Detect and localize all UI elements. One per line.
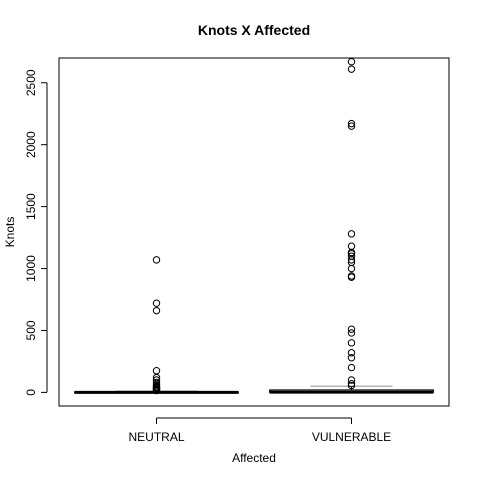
outlier-point: [347, 252, 356, 260]
outlier-point: [347, 339, 356, 347]
outlier-point: [347, 264, 356, 273]
outlier-point: [347, 119, 356, 128]
chart-title: Knots X Affected: [198, 22, 310, 38]
y-axis-label: Knots: [3, 217, 17, 248]
outlier-point: [152, 367, 161, 375]
outlier-point: [347, 376, 356, 384]
outlier-point: [347, 363, 356, 372]
outlier-point: [152, 376, 161, 384]
y-tick-label: 1000: [24, 255, 38, 282]
outlier-point: [347, 349, 356, 357]
outlier-point: [347, 325, 356, 333]
outlier-point: [152, 256, 161, 264]
boxes-layer: [74, 58, 434, 395]
y-tick-label: 1500: [24, 193, 38, 220]
outlier-point: [152, 306, 161, 315]
y-axis: 0 500 1000 1500 2000 2500: [24, 69, 48, 396]
outlier-point: [347, 230, 356, 238]
outlier-point: [347, 354, 356, 362]
outlier-point: [347, 122, 356, 130]
x-tick-label: NEUTRAL: [128, 430, 184, 444]
box-vulnerable: [269, 58, 434, 394]
outlier-point: [347, 272, 356, 280]
y-tick-label: 0: [24, 389, 38, 396]
x-tick-label: VULNERABLE: [312, 430, 391, 444]
outlier-point: [347, 380, 356, 388]
x-axis: NEUTRAL VULNERABLE: [128, 417, 391, 444]
outlier-point: [347, 65, 356, 73]
outlier-point: [152, 378, 161, 387]
outlier-point: [347, 242, 356, 250]
outlier-point: [347, 58, 356, 66]
outlier-point: [347, 329, 356, 337]
x-axis-label: Affected: [232, 451, 276, 465]
outlier-point: [152, 299, 161, 307]
outlier-point: [347, 381, 356, 390]
y-tick-label: 500: [24, 320, 38, 340]
plot-frame: [58, 57, 450, 407]
y-tick-label: 2500: [24, 69, 38, 96]
y-tick-label: 2000: [24, 131, 38, 158]
box-neutral: [74, 256, 239, 395]
